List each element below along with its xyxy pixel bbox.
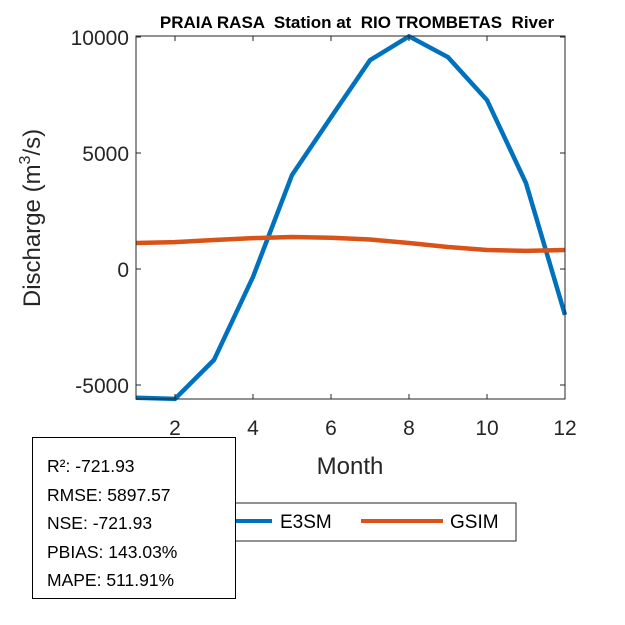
- legend-label-e3sm: E3SM: [280, 512, 332, 533]
- stat-nse: NSE: -721.93: [47, 513, 153, 533]
- stat-rmse: RMSE: 5897.57: [47, 484, 171, 505]
- y-axis-label-superscript: 3: [17, 155, 34, 164]
- y-tick-label: 0: [117, 259, 129, 282]
- axes-box: [135, 35, 566, 400]
- y-ticks: -5000 0 5000 10000: [71, 27, 565, 398]
- stats-box: R²: -721.93 RMSE: 5897.57 NSE: -721.93 P…: [32, 437, 236, 599]
- plot-area: [136, 36, 565, 399]
- x-ticks: 2 4 6 8 10 12: [169, 36, 577, 440]
- x-axis-label: Month: [317, 453, 384, 480]
- y-tick-label: 10000: [71, 27, 129, 50]
- y-axis-label-tail: /s): [19, 129, 46, 156]
- x-tick-label: 12: [553, 417, 576, 440]
- x-tick-label: 2: [169, 417, 181, 440]
- x-tick-label: 10: [475, 417, 498, 440]
- y-axis-label: Discharge (m3/s): [17, 129, 46, 307]
- series-line-e3sm: [135, 33, 568, 402]
- stat-r2: R²: -721.93: [47, 456, 135, 476]
- stat-mape: MAPE: 511.91%: [47, 570, 175, 590]
- axes-layer: [135, 35, 566, 400]
- y-tick-label: 5000: [82, 143, 129, 166]
- legend-label-gsim: GSIM: [450, 512, 499, 533]
- y-tick-label: -5000: [75, 375, 129, 398]
- x-tick-label: 6: [325, 417, 337, 440]
- x-tick-label: 4: [247, 417, 259, 440]
- stat-pbias: PBIAS: 143.03%: [47, 541, 178, 562]
- y-axis-label-main: Discharge (m: [19, 164, 46, 307]
- series-layer: [135, 33, 568, 402]
- series-line-gsim: [135, 234, 566, 254]
- chart-title: PRAIA RASA Station at RIO TROMBETAS Rive…: [160, 13, 555, 32]
- x-tick-label: 8: [403, 417, 415, 440]
- legend: E3SM GSIM: [204, 502, 517, 542]
